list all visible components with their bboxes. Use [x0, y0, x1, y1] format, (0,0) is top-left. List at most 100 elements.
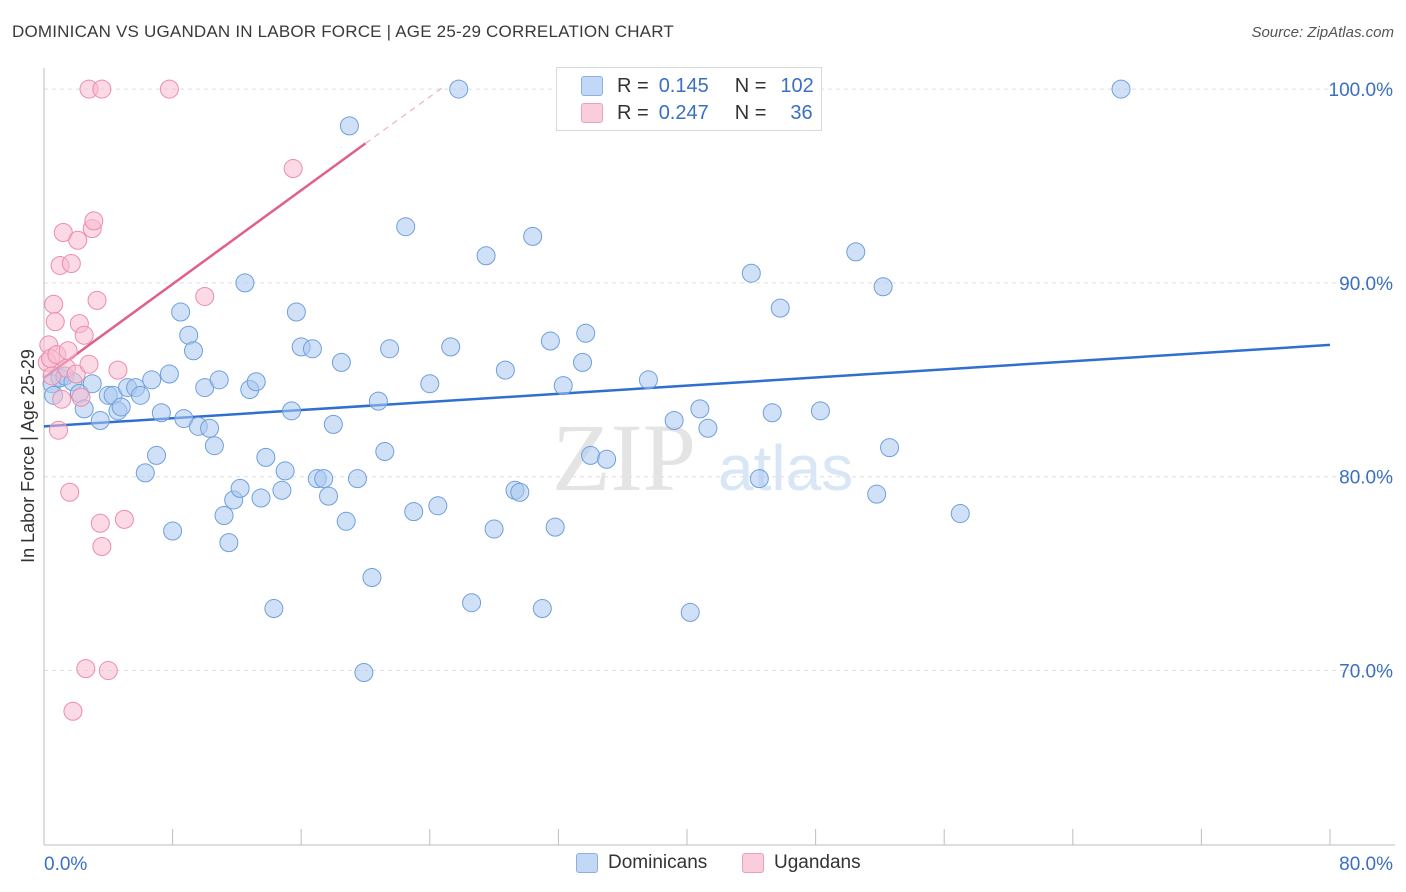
- dominican-point: [256, 447, 276, 467]
- blue-swatch: [581, 76, 603, 96]
- ugandan-point: [52, 389, 72, 409]
- dominican-point: [540, 331, 560, 351]
- pink-swatch: [742, 853, 764, 873]
- dominican-point: [339, 116, 359, 136]
- dominican-point: [449, 79, 469, 99]
- dominican-point: [314, 469, 334, 489]
- chart-title: DOMINICAN VS UGANDAN IN LABOR FORCE | AG…: [12, 22, 674, 41]
- dominican-point: [523, 226, 543, 246]
- ugandan-point: [44, 294, 64, 314]
- dominican-point: [810, 401, 830, 421]
- dominican-point: [264, 599, 284, 619]
- dominican-point: [846, 242, 866, 262]
- r-label: R =: [617, 101, 649, 124]
- ugandan-point: [283, 159, 303, 179]
- legend-label-ugandans: Ugandans: [774, 852, 861, 873]
- dominican-point: [880, 438, 900, 458]
- ugandan-point: [74, 325, 94, 345]
- dominican-point: [510, 482, 530, 502]
- stats-legend: R = 0.145 N = 102 R = 0.247 N = 36: [556, 67, 822, 131]
- dominican-point: [741, 263, 761, 283]
- series-legend: Dominicans Ugandans: [0, 852, 1406, 876]
- blue-swatch: [576, 853, 598, 873]
- dominican-point: [368, 391, 388, 411]
- dominican-point: [532, 599, 552, 619]
- r-label: R =: [617, 74, 649, 97]
- x-tick-label: 0.0%: [44, 854, 87, 875]
- dominican-point: [545, 517, 565, 537]
- axis-labels: 70.0% 80.0% 90.0% 100.0% 0.0% 80.0% In Labor F…: [18, 80, 1393, 875]
- dominican-point: [171, 302, 191, 322]
- legend-item-dominicans[interactable]: Dominicans: [576, 852, 707, 874]
- ugandan-point: [92, 537, 112, 557]
- dominican-point: [235, 273, 255, 293]
- dominican-point: [664, 411, 684, 431]
- dominican-point: [204, 436, 224, 456]
- dominican-point: [336, 511, 356, 531]
- ugandan-point: [48, 420, 68, 440]
- y-tick-label: 70.0%: [1339, 662, 1393, 683]
- x-tick-label: 80.0%: [1339, 854, 1393, 875]
- ugandan-trend-extension: [365, 84, 447, 144]
- dominican-point: [183, 341, 203, 361]
- dominican-point: [302, 339, 322, 359]
- data-points: [37, 79, 1131, 721]
- dominican-point: [159, 364, 179, 384]
- dominican-point: [147, 445, 167, 465]
- ugandan-point: [61, 254, 81, 274]
- y-tick-label: 80.0%: [1339, 468, 1393, 489]
- dominican-point: [484, 519, 504, 539]
- dominican-point: [214, 505, 234, 525]
- dominican-trend-line: [43, 343, 1331, 428]
- ugandan-point: [114, 509, 134, 529]
- n-label: N =: [734, 74, 767, 97]
- dominican-point: [873, 277, 893, 297]
- stats-row-dominicans: R = 0.145 N = 102: [581, 74, 814, 98]
- y-tick-label: 90.0%: [1339, 274, 1393, 295]
- trend-lines: [43, 84, 1331, 428]
- dominican-point: [142, 370, 162, 390]
- dominican-point: [573, 352, 593, 372]
- dominican-point: [209, 370, 229, 390]
- stats-row-ugandans: R = 0.247 N = 36: [581, 101, 813, 125]
- ugandan-point: [98, 661, 118, 681]
- dominican-point: [462, 593, 482, 613]
- r-value-ugandans: 0.247: [658, 101, 709, 124]
- ugandan-point: [87, 290, 107, 310]
- n-value-dominicans: 102: [780, 74, 814, 97]
- ugandan-point: [63, 701, 83, 721]
- ugandan-trend-line: [43, 142, 367, 379]
- grid-lines: [44, 88, 1395, 672]
- ugandan-point: [92, 79, 112, 99]
- dominican-point: [770, 298, 790, 318]
- dominican-point: [396, 217, 416, 237]
- dominican-point: [163, 521, 183, 541]
- dominican-point: [690, 399, 710, 419]
- dominican-point: [354, 662, 374, 682]
- dominican-point: [404, 502, 424, 522]
- dominican-point: [200, 418, 220, 438]
- ugandan-point: [84, 211, 104, 231]
- legend-item-ugandans[interactable]: Ugandans: [742, 852, 861, 874]
- dominican-point: [428, 496, 448, 516]
- chart-source: Source: ZipAtlas.com: [1251, 24, 1394, 41]
- ugandan-point: [90, 513, 110, 533]
- dominican-point: [441, 337, 461, 357]
- dominican-point: [375, 442, 395, 462]
- dominican-point: [380, 339, 400, 359]
- dominican-point: [246, 372, 266, 392]
- dominican-point: [1111, 79, 1131, 99]
- dominican-point: [82, 374, 102, 394]
- dominican-point: [420, 374, 440, 394]
- ugandan-point: [79, 354, 99, 374]
- dominican-point: [331, 352, 351, 372]
- ugandan-point: [195, 286, 215, 306]
- ugandan-point: [66, 364, 86, 384]
- dominican-point: [698, 418, 718, 438]
- dominican-point: [950, 504, 970, 524]
- dominican-point: [90, 411, 110, 431]
- legend-label-dominicans: Dominicans: [608, 852, 708, 873]
- n-label: N =: [734, 101, 767, 124]
- watermark: ZIP atlas: [552, 404, 853, 511]
